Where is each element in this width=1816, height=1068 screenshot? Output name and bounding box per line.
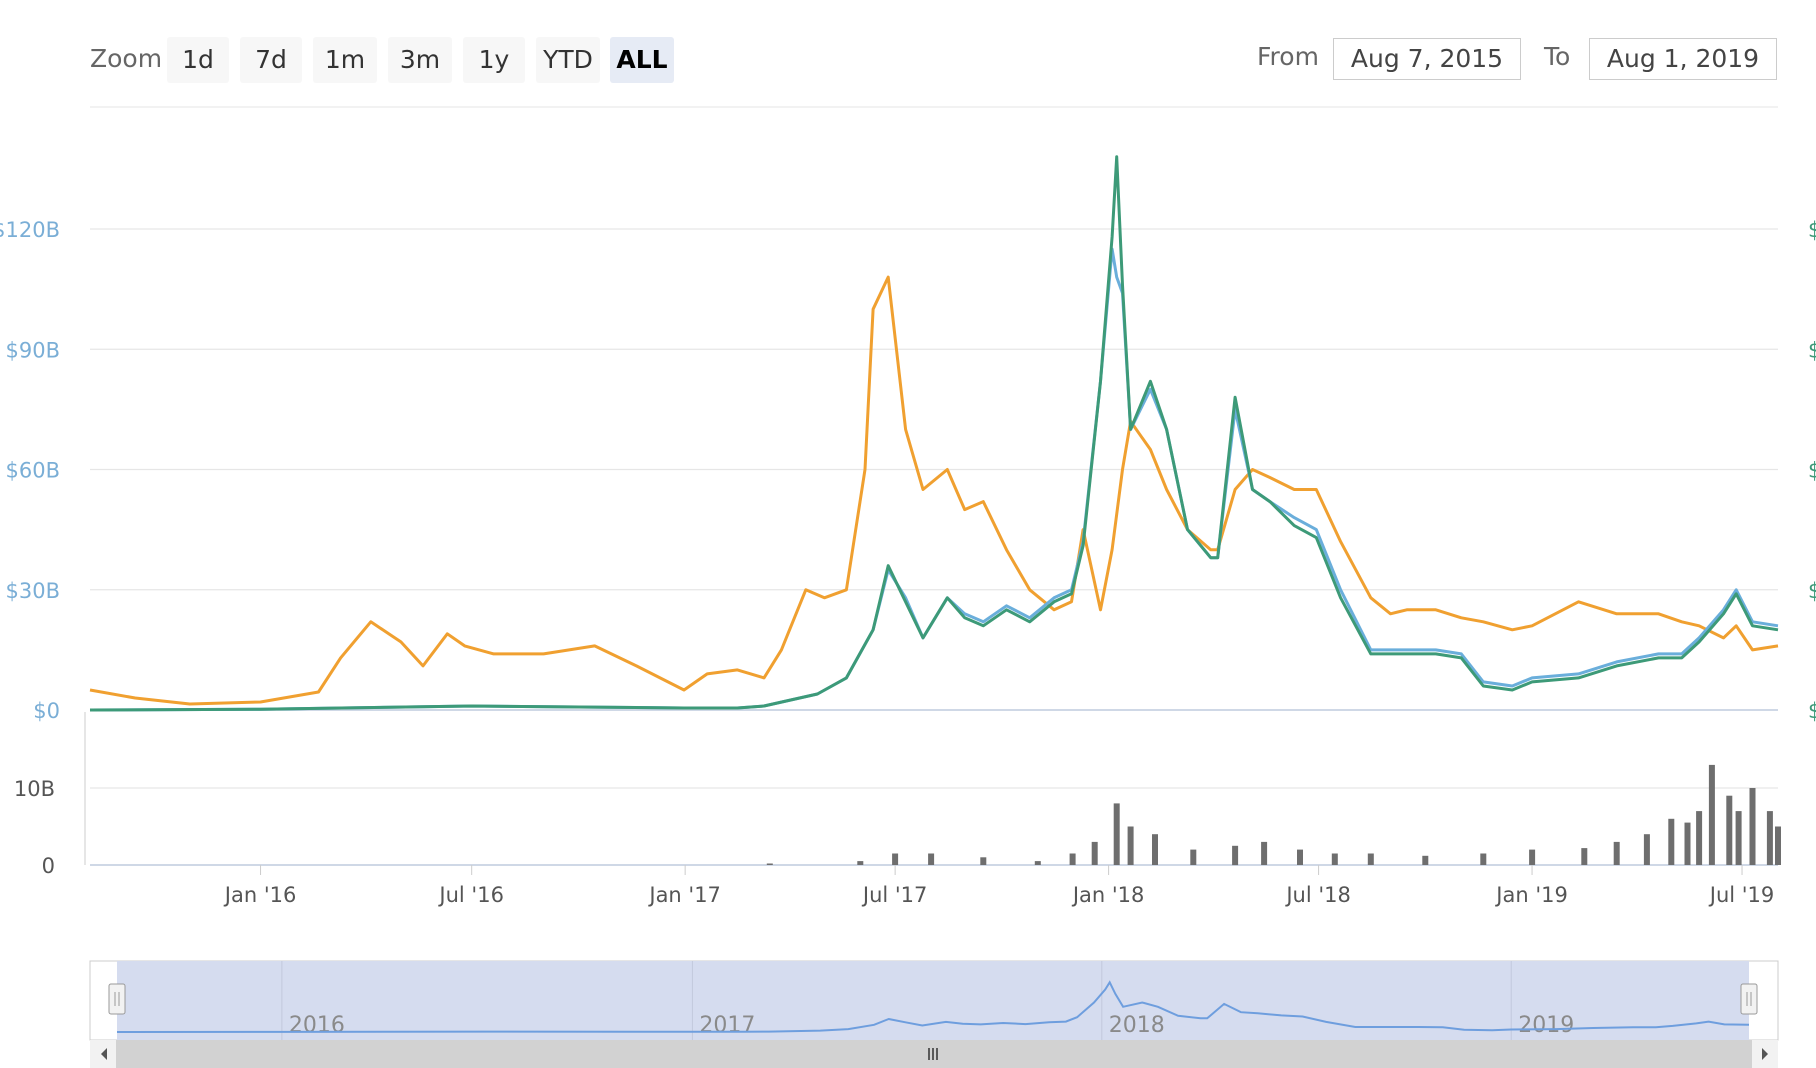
navigator-year-label: 2018	[1109, 1013, 1165, 1038]
volume-bar	[1775, 826, 1781, 865]
x-axis-tick-label: Jan '17	[647, 883, 721, 907]
volume-bar	[1735, 811, 1742, 865]
zoom-ytd-button[interactable]: YTD	[536, 37, 600, 83]
y-axis-right-tick-label: $	[1808, 459, 1816, 483]
x-axis-tick-label: Jul '19	[1708, 883, 1775, 907]
handle-body[interactable]	[1740, 983, 1758, 1015]
y-axis-tick-label: $60B	[6, 459, 61, 483]
zoom-1m-button[interactable]: 1m	[313, 37, 377, 83]
volume-bar	[1708, 764, 1715, 865]
y-axis-tick-label: $90B	[6, 338, 61, 362]
volume-bar	[1331, 853, 1338, 865]
volume-bar	[1152, 834, 1158, 865]
volume-bar	[1529, 849, 1536, 865]
x-axis-tick-label: Jul '17	[861, 883, 928, 907]
volume-bar	[1480, 853, 1487, 865]
volume-bar	[1643, 834, 1650, 865]
zoom-1y-button[interactable]: 1y	[463, 37, 525, 83]
handle-body[interactable]	[108, 983, 126, 1015]
scrollbar-thumb[interactable]	[116, 1040, 1752, 1068]
zoom-3m-button[interactable]: 3m	[388, 37, 452, 83]
zoom-all-button[interactable]: ALL	[610, 37, 674, 83]
volume-bar	[1668, 818, 1675, 865]
volume-bar	[1190, 849, 1197, 865]
zoom-1d-button[interactable]: 1d	[167, 37, 229, 83]
series-line-0	[89, 275, 1779, 706]
volume-bar	[766, 863, 773, 865]
navigator-year-label: 2017	[699, 1013, 755, 1038]
x-axis-tick-label: Jan '18	[1071, 883, 1145, 907]
scroll-right-arrow-icon[interactable]	[1762, 1048, 1768, 1060]
volume-bar	[1684, 822, 1691, 865]
volume-bar	[1581, 848, 1588, 865]
volume-bar	[1034, 861, 1041, 865]
y-axis-tick-label: $120B	[0, 218, 60, 242]
volume-bar	[1069, 853, 1076, 865]
x-axis-tick-label: Jul '18	[1284, 883, 1351, 907]
from-date-input[interactable]: Aug 7, 2015	[1333, 38, 1521, 80]
volume-bar	[1261, 841, 1268, 865]
to-date-input[interactable]: Aug 1, 2019	[1589, 38, 1777, 80]
volume-bar	[1232, 845, 1239, 866]
volume-bar	[928, 853, 935, 865]
y-axis-tick-label: $30B	[6, 579, 61, 603]
volume-bar	[1091, 841, 1098, 865]
y-axis-right-tick-label: $	[1808, 579, 1816, 603]
from-label: From	[1257, 42, 1319, 71]
volume-bar	[1749, 788, 1756, 865]
navigator-selected-range	[117, 961, 1749, 1040]
zoom-label: Zoom	[90, 44, 163, 73]
volume-bar	[1696, 811, 1703, 865]
x-axis-tick-label: Jan '19	[1494, 883, 1568, 907]
zoom-7d-button[interactable]: 7d	[240, 37, 302, 83]
volume-bar	[1422, 855, 1429, 865]
volume-bar	[1367, 853, 1374, 865]
x-axis-tick-label: Jan '16	[223, 883, 297, 907]
volume-bar	[892, 853, 899, 865]
y-axis-right-tick-label: $	[1808, 218, 1816, 242]
navigator-year-label: 2019	[1518, 1013, 1574, 1038]
navigator-year-label: 2016	[289, 1013, 345, 1038]
volume-bar	[1726, 795, 1733, 865]
volume-bar	[1113, 803, 1120, 865]
navigator-series-line	[116, 980, 1750, 1033]
x-axis-tick-label: Jul '16	[437, 883, 504, 907]
y-axis-tick-label: $0	[33, 699, 60, 723]
volume-tick-label: 0	[42, 854, 55, 878]
navigator-left-handle[interactable]	[108, 983, 126, 1015]
y-axis-right-tick-label: $	[1808, 699, 1816, 723]
volume-bar	[1127, 826, 1134, 865]
volume-bar	[1766, 811, 1773, 865]
scroll-left-arrow-icon[interactable]	[101, 1048, 107, 1060]
volume-bar	[857, 861, 864, 865]
volume-bar	[1613, 841, 1620, 865]
volume-tick-label: 10B	[14, 777, 55, 801]
y-axis-right-tick-label: $	[1808, 338, 1816, 362]
to-label: To	[1544, 42, 1571, 71]
navigator-right-handle[interactable]	[1740, 983, 1758, 1015]
volume-bar	[1297, 849, 1303, 865]
series-line-2	[89, 155, 1779, 712]
volume-bar	[980, 857, 987, 865]
